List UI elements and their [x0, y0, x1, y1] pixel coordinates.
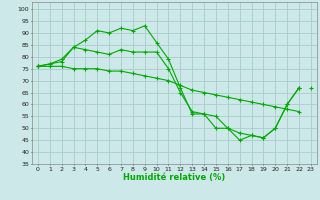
X-axis label: Humidité relative (%): Humidité relative (%) [123, 173, 226, 182]
